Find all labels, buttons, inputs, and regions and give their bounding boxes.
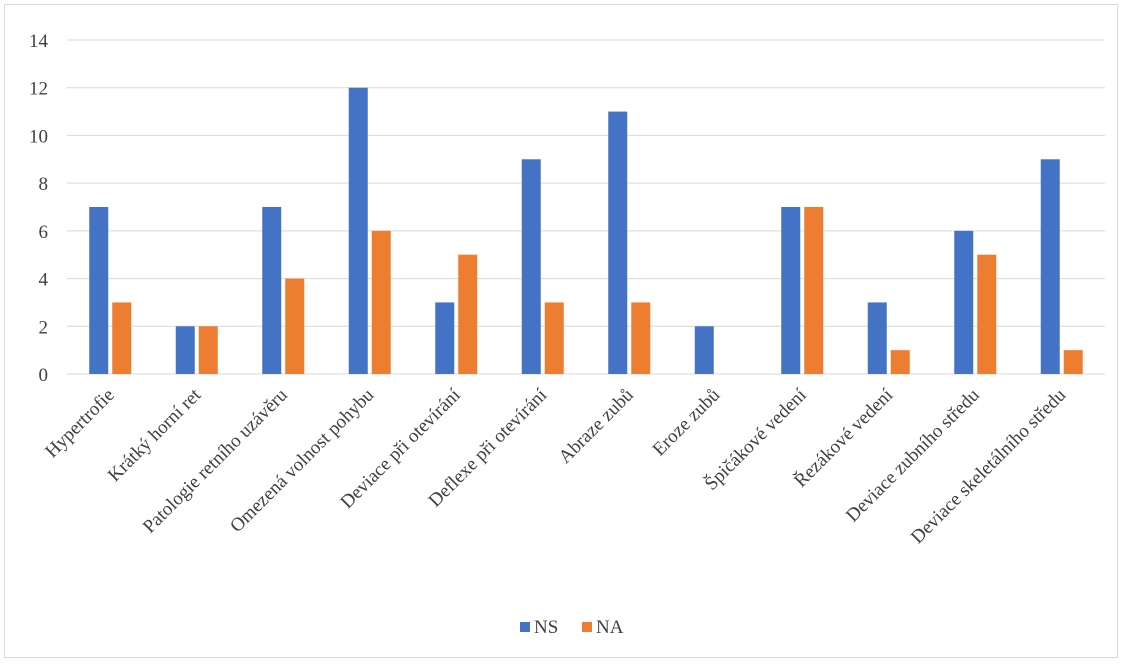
bar-ns bbox=[954, 230, 974, 374]
bar-ns bbox=[348, 87, 368, 374]
y-tick-label: 12 bbox=[29, 79, 48, 100]
bar-na bbox=[112, 302, 132, 374]
bar-ns bbox=[867, 302, 887, 374]
bar-ns bbox=[89, 207, 109, 374]
x-tick-label: Deviace skeletálního středu bbox=[907, 384, 1071, 548]
bar-na bbox=[1063, 350, 1083, 374]
bar-ns bbox=[608, 111, 628, 375]
y-tick-label: 4 bbox=[39, 270, 49, 291]
bar-na bbox=[544, 302, 564, 374]
bar-na bbox=[285, 278, 305, 374]
y-tick-label: 6 bbox=[39, 222, 49, 243]
bar-ns bbox=[1040, 159, 1060, 374]
bar-ns bbox=[694, 326, 714, 374]
bar-na bbox=[371, 230, 391, 374]
x-tick-label: Hypertrofie bbox=[41, 385, 119, 463]
y-axis-ticks: 0 2 4 6 8 10 12 14 bbox=[29, 31, 49, 386]
x-tick-label: Eroze zubů bbox=[649, 384, 725, 460]
bar-ns bbox=[175, 326, 195, 374]
bar-na bbox=[198, 326, 218, 374]
bar-ns bbox=[781, 207, 801, 374]
y-tick-label: 8 bbox=[39, 174, 49, 195]
x-tick-label: Abraze zubů bbox=[555, 384, 638, 467]
legend-label-na: NA bbox=[596, 617, 624, 638]
bar-ns bbox=[521, 159, 541, 374]
legend-swatch-na bbox=[582, 622, 592, 632]
gridlines bbox=[67, 39, 1105, 375]
bar-na bbox=[458, 254, 478, 374]
bar-ns bbox=[435, 302, 455, 374]
bar-ns bbox=[262, 207, 282, 374]
x-tick-label: Omezená volnost pohybu bbox=[226, 384, 379, 537]
y-tick-label: 10 bbox=[29, 126, 48, 147]
x-tick-label: Patologie retního uzávěru bbox=[139, 384, 292, 537]
bar-na bbox=[804, 207, 824, 374]
y-tick-label: 2 bbox=[39, 317, 49, 338]
bar-na bbox=[890, 350, 910, 374]
y-tick-label: 0 bbox=[39, 365, 49, 386]
bar-na bbox=[631, 302, 651, 374]
bars bbox=[89, 87, 1083, 375]
bar-na bbox=[977, 254, 997, 374]
legend-label-ns: NS bbox=[534, 617, 558, 638]
y-tick-label: 14 bbox=[29, 31, 49, 52]
legend-swatch-ns bbox=[520, 622, 530, 632]
legend: NS NA bbox=[520, 617, 624, 638]
